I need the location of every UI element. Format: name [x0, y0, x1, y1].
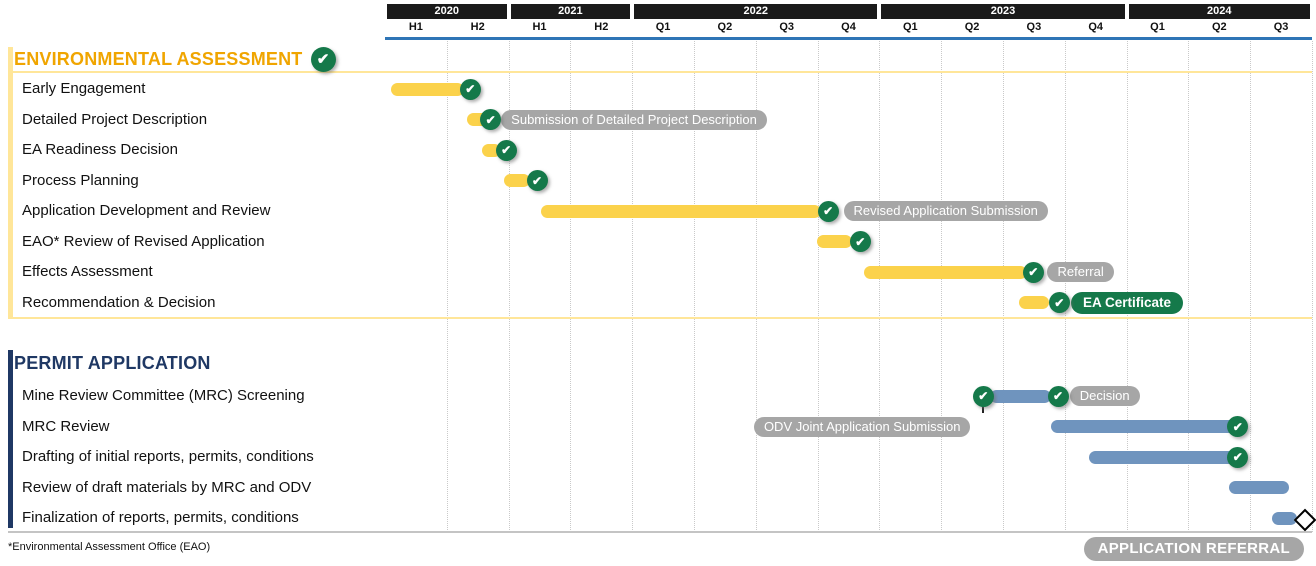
application-referral-badge: APPLICATION REFERRAL [1083, 537, 1304, 561]
task-label: Early Engagement [22, 80, 146, 97]
check-icon: ✔ [817, 200, 839, 222]
gridline [1250, 41, 1252, 532]
period-header: Q4 [1088, 21, 1104, 33]
period-header: Q4 [841, 21, 856, 33]
check-icon: ✔ [459, 78, 481, 100]
task-bar [1051, 420, 1238, 433]
milestone-tick [982, 405, 985, 413]
year-header-2022: 2022 [634, 4, 878, 19]
period-header: Q1 [902, 21, 918, 33]
period-header: Q3 [1273, 21, 1289, 33]
period-header: H1 [408, 21, 423, 33]
period-header: Q2 [1211, 21, 1227, 33]
section-divider-line [8, 317, 1312, 319]
section-accent-bar [8, 350, 13, 528]
check-icon: ✔ [1047, 385, 1069, 407]
gridline [1312, 41, 1313, 532]
task-bar [1019, 296, 1049, 309]
task-label-pill: ODV Joint Application Submission [753, 416, 971, 437]
section-title-text: ENVIRONMENTAL ASSESSMENT [14, 48, 303, 69]
gridline [1064, 41, 1066, 532]
task-label: Mine Review Committee (MRC) Screening [22, 387, 305, 404]
task-label: Review of draft materials by MRC and ODV [22, 478, 312, 496]
task-label: Drafting of initial reports, permits, co… [22, 448, 314, 465]
check-icon: ✔ [310, 46, 336, 72]
check-icon: ✔ [495, 139, 517, 161]
task-label-pill: Revised Application Submission [843, 201, 1048, 221]
gridline [446, 41, 448, 532]
gridline [941, 41, 943, 532]
check-icon: ✔ [972, 385, 994, 407]
task-bar [990, 389, 1052, 403]
task-label: Detailed Project Description [22, 110, 208, 128]
section-title-text: PERMIT APPLICATION [14, 352, 211, 373]
section-accent-bar [8, 47, 13, 318]
check-icon: ✔ [480, 109, 502, 130]
period-header: Q1 [655, 21, 671, 33]
task-label: MRC Review [22, 417, 110, 435]
check-icon: ✔ [526, 170, 548, 191]
gridline [1126, 41, 1128, 532]
task-bar [1229, 481, 1290, 494]
period-header: Q2 [717, 21, 733, 33]
task-label-pill: Decision [1069, 386, 1140, 406]
period-header: Q3 [1026, 21, 1042, 33]
task-label: EAO* Review of Revised Application [22, 232, 265, 250]
task-bar [540, 204, 822, 218]
task-bar [391, 82, 465, 96]
task-label: Effects Assessment [22, 263, 153, 280]
task-label-pill: EA Certificate [1070, 291, 1183, 314]
period-header: Q1 [1150, 21, 1165, 33]
check-icon: ✔ [1022, 261, 1044, 283]
task-label-pill: Submission of Detailed Project Descripti… [501, 109, 767, 130]
section-title: PERMIT APPLICATION [14, 350, 211, 376]
task-bar [1088, 450, 1238, 464]
task-bar [863, 265, 1028, 279]
check-icon: ✔ [1048, 292, 1070, 313]
gridline [1003, 41, 1004, 532]
task-label: EA Readiness Decision [22, 141, 178, 158]
check-icon: ✔ [1227, 416, 1249, 437]
check-icon: ✔ [849, 231, 871, 252]
task-label: Finalization of reports, permits, condit… [22, 509, 299, 526]
task-bar [816, 235, 853, 248]
footnote: *Environmental Assessment Office (EAO) [8, 541, 211, 553]
year-header-2023: 2023 [881, 4, 1125, 19]
period-header: Q3 [779, 21, 795, 33]
task-label: Application Development and Review [22, 202, 271, 219]
gridline [1188, 41, 1190, 532]
period-header: H1 [532, 21, 547, 33]
gridline [879, 41, 881, 532]
gridline [817, 41, 819, 532]
gridline [694, 41, 695, 532]
task-label: Process Planning [22, 171, 139, 189]
year-header-2020: 2020 [387, 4, 507, 19]
task-label-pill: Referral [1047, 262, 1114, 282]
gridline [632, 41, 634, 532]
header-underline [385, 37, 1312, 40]
gridline [755, 41, 757, 532]
task-label: Recommendation & Decision [22, 293, 216, 311]
year-header-2021: 2021 [510, 4, 631, 19]
section-title: ENVIRONMENTAL ASSESSMENT ✔ [14, 46, 336, 72]
period-header: Q2 [964, 21, 980, 33]
task-bar [504, 174, 531, 187]
gridline [508, 41, 510, 532]
task-bar [1271, 511, 1298, 525]
year-header-2024: 2024 [1128, 4, 1310, 19]
gridline [570, 41, 572, 532]
period-header: H2 [594, 21, 609, 33]
check-icon: ✔ [1227, 446, 1249, 468]
chart-bottom-border [8, 531, 1312, 533]
section-divider-line [8, 71, 1312, 73]
period-header: H2 [470, 21, 485, 33]
